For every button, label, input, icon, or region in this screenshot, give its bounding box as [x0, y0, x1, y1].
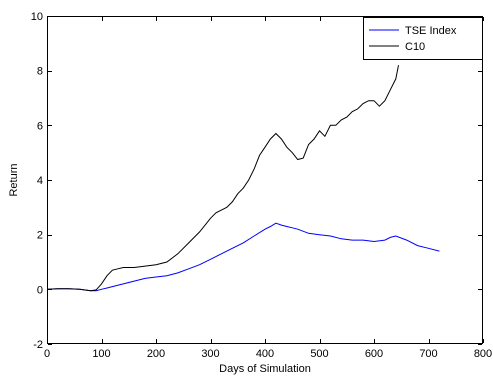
y-axis-ticks: -2 0 2 4 6 8 10: [31, 11, 482, 351]
x-tick-label: 600: [365, 348, 383, 360]
series-line-c10: [46, 65, 399, 292]
legend: TSE Index C10: [363, 17, 483, 60]
x-tick-label: 200: [147, 348, 165, 360]
x-tick-label: 0: [44, 348, 50, 360]
y-tick-label: 0: [37, 284, 43, 296]
x-tick-label: 100: [92, 348, 110, 360]
y-tick-label: -2: [33, 339, 43, 351]
y-tick-label: 2: [37, 230, 43, 242]
y-tick-label: 4: [37, 175, 43, 187]
y-tick-label: 6: [37, 120, 43, 132]
x-tick-label: 400: [256, 348, 274, 360]
y-axis-label: Return: [8, 163, 20, 196]
y-tick-label: 10: [31, 11, 43, 23]
y-tick-label: 8: [37, 66, 43, 78]
x-tick-label: 300: [201, 348, 219, 360]
legend-label-tse-index: TSE Index: [405, 25, 457, 37]
x-tick-label: 800: [474, 348, 492, 360]
series-layer: [46, 65, 440, 292]
legend-label-c10: C10: [405, 41, 425, 53]
series-line-tse-index: [46, 222, 440, 292]
x-axis-ticks: 0 100 200 300 400 500 600 700 800: [44, 17, 492, 360]
x-axis-label: Days of Simulation: [219, 363, 311, 375]
plot-frame: [47, 16, 483, 344]
legend-box: [363, 17, 483, 60]
plot-background: [47, 16, 483, 344]
x-tick-label: 700: [419, 348, 437, 360]
x-tick-label: 500: [310, 348, 328, 360]
